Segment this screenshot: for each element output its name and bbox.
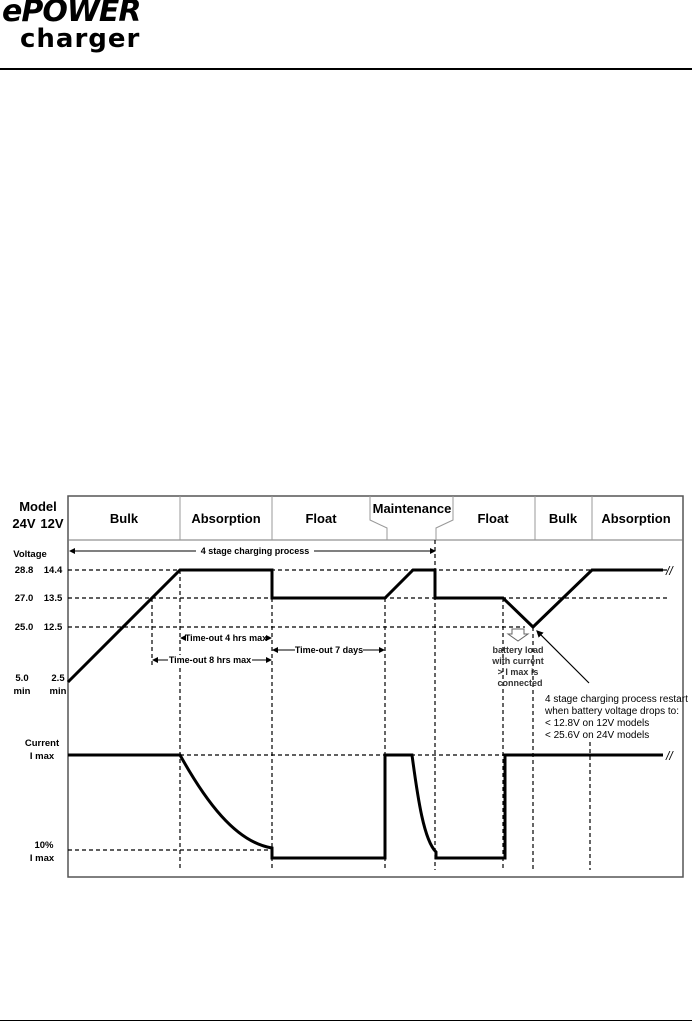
min-24: 5.0 — [15, 673, 28, 684]
guide-lines — [68, 540, 670, 870]
tick-28-8: 28.8 — [15, 565, 34, 576]
min-unit-12: min — [50, 686, 67, 697]
stage-absorption: Absorption — [191, 511, 260, 526]
ten-pct-imax-label: I max — [30, 853, 55, 864]
ten-pct-label: 10% — [34, 840, 54, 851]
min-unit-24: min — [14, 686, 31, 697]
stage-float: Float — [305, 511, 337, 526]
timeout-7d-label: Time-out 7 days — [295, 645, 363, 655]
voltage-curve — [66, 568, 663, 684]
tick-12-5: 12.5 — [44, 622, 63, 633]
min-12: 2.5 — [51, 673, 65, 684]
tick-25-0: 25.0 — [15, 622, 34, 633]
restart-pointer — [536, 630, 590, 684]
tick-13-5: 13.5 — [44, 593, 63, 604]
stage-maintenance: Maintenance — [373, 501, 452, 516]
model-12v: 12V — [40, 516, 63, 531]
epower-charger-logo: ePOWER charger — [2, 0, 172, 52]
current-curve — [68, 753, 663, 860]
down-arrow-icon — [506, 628, 530, 642]
break-symbol-current: // — [665, 749, 674, 763]
timeout-4h-label: Time-out 4 hrs max — [185, 633, 267, 643]
process-label: 4 stage charging process — [201, 546, 310, 556]
diagram-frame — [67, 495, 684, 878]
stage-bulk-2: Bulk — [549, 511, 578, 526]
current-label: Current — [25, 738, 60, 749]
stage-dividers — [179, 496, 593, 540]
restart-note-line: < 12.8V on 12V models — [545, 718, 649, 729]
timeout-8h-label: Time-out 8 hrs max — [169, 655, 251, 665]
logo-line1: ePOWER — [2, 0, 142, 29]
voltage-label: Voltage — [13, 549, 47, 560]
load-note-line: with current — [491, 656, 544, 666]
stage-float-2: Float — [477, 511, 509, 526]
load-note-line: > I max is — [498, 667, 539, 677]
load-note-line: connected — [497, 678, 542, 688]
model-24v: 24V — [12, 516, 35, 531]
load-note-line: battery load — [492, 645, 543, 655]
stage-absorption-2: Absorption — [601, 511, 670, 526]
tick-27-0: 27.0 — [15, 593, 34, 604]
restart-note-line: < 25.6V on 24V models — [545, 730, 649, 741]
imax-label: I max — [30, 751, 55, 762]
model-label: Model — [19, 499, 57, 514]
break-symbol-voltage: // — [665, 564, 674, 578]
tick-14-4: 14.4 — [44, 565, 63, 576]
restart-note-line: 4 stage charging process restart — [545, 694, 688, 705]
header-rule — [0, 68, 692, 70]
footer-rule — [0, 1020, 692, 1021]
restart-note-line: when battery voltage drops to: — [544, 706, 679, 717]
stage-bulk: Bulk — [110, 511, 139, 526]
logo-line2: charger — [20, 24, 141, 54]
